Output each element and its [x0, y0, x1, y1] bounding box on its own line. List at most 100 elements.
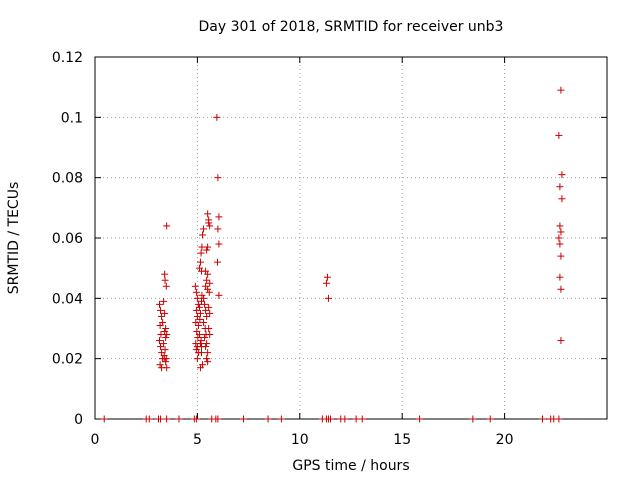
data-point	[469, 415, 477, 423]
data-point	[201, 300, 209, 308]
y-tick-label: 0	[74, 412, 83, 428]
data-point	[204, 285, 212, 293]
x-axis-label: GPS time / hours	[292, 458, 409, 474]
data-point	[538, 415, 546, 423]
data-point	[195, 303, 203, 311]
data-point	[192, 306, 200, 314]
data-point	[214, 415, 222, 423]
data-point	[341, 415, 349, 423]
y-axis-tick-labels: 0 0.02 0.04 0.06 0.08 0.1 0.12	[52, 50, 83, 428]
data-point	[264, 415, 272, 423]
data-point	[194, 300, 202, 308]
data-point	[196, 258, 204, 266]
data-point	[214, 225, 222, 233]
data-point	[416, 415, 424, 423]
data-point	[204, 270, 212, 278]
data-point	[203, 246, 211, 254]
data-point	[557, 337, 565, 345]
data-point	[160, 340, 168, 348]
data-point	[213, 258, 221, 266]
data-point	[358, 415, 366, 423]
data-point	[193, 294, 201, 302]
data-point	[194, 334, 202, 342]
data-point	[159, 318, 167, 326]
data-point	[162, 325, 170, 332]
data-point	[200, 225, 208, 233]
data-point	[556, 183, 564, 191]
data-point	[324, 294, 332, 302]
data-point	[205, 288, 213, 296]
data-point	[557, 285, 565, 293]
data-point	[204, 243, 212, 251]
data-point	[195, 331, 203, 339]
data-point	[203, 355, 211, 363]
data-point	[156, 337, 164, 345]
data-point	[204, 210, 212, 218]
data-point	[556, 273, 564, 281]
data-point	[202, 306, 210, 314]
data-point	[157, 306, 165, 314]
data-point	[204, 349, 212, 357]
data-point	[555, 415, 563, 423]
data-point	[196, 315, 204, 323]
data-point	[162, 334, 170, 342]
data-point	[192, 415, 200, 423]
data-point	[200, 294, 208, 302]
data-point	[557, 228, 565, 236]
data-point	[175, 415, 183, 423]
y-tick-label: 0.1	[61, 110, 83, 126]
data-point	[214, 174, 222, 182]
data-point	[557, 252, 565, 260]
axis-ticks	[94, 56, 607, 420]
data-point	[556, 240, 564, 248]
data-point	[557, 86, 565, 94]
data-point	[203, 276, 211, 284]
data-point	[157, 415, 165, 423]
data-point	[162, 282, 170, 290]
x-axis-tick-labels: 0 5 10 15 20	[91, 432, 514, 448]
data-point	[161, 270, 169, 278]
data-point	[239, 415, 247, 423]
data-point	[161, 309, 169, 317]
y-axis-label: SRMTID / TECUs	[6, 182, 22, 295]
y-tick-label: 0.06	[52, 231, 83, 247]
x-tick-label: 5	[193, 432, 202, 448]
data-point	[157, 343, 165, 351]
chart-title: Day 301 of 2018, SRMTID for receiver unb…	[199, 19, 504, 35]
data-point	[205, 325, 213, 332]
data-point	[161, 346, 169, 354]
data-point	[558, 195, 566, 203]
y-tick-label: 0.02	[52, 352, 83, 368]
data-point	[196, 364, 204, 372]
data-point	[555, 131, 563, 139]
data-point	[206, 331, 214, 339]
data-point	[196, 309, 204, 317]
data-point	[197, 349, 205, 357]
x-tick-label: 15	[393, 432, 411, 448]
data-point	[199, 231, 207, 239]
data-point	[158, 312, 166, 320]
data-point	[206, 222, 214, 230]
data-point	[191, 282, 199, 290]
data-point	[213, 113, 221, 121]
data-point	[202, 343, 210, 351]
data-point	[156, 361, 164, 369]
data-point	[193, 355, 201, 363]
data-point	[204, 358, 212, 366]
data-point	[555, 234, 563, 242]
data-point	[201, 334, 209, 342]
data-point	[323, 273, 331, 281]
x-tick-label: 0	[91, 432, 100, 448]
data-point	[558, 171, 566, 179]
x-tick-label: 20	[496, 432, 514, 448]
data-point	[206, 279, 214, 287]
x-tick-label: 10	[291, 432, 309, 448]
data-point	[162, 355, 170, 363]
data-point	[197, 337, 205, 345]
data-point	[194, 321, 202, 329]
y-tick-label: 0.08	[52, 171, 83, 187]
data-point	[327, 415, 335, 423]
data-point	[205, 216, 213, 224]
data-point	[206, 309, 214, 317]
